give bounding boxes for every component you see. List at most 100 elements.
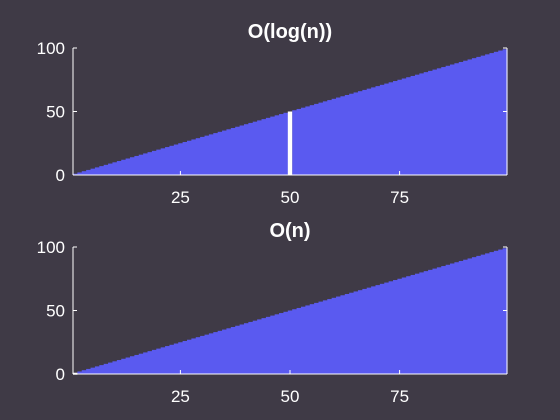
- bar: [467, 258, 473, 374]
- bar: [213, 133, 219, 175]
- bar: [463, 60, 469, 176]
- bar: [454, 63, 460, 175]
- bar: [340, 96, 346, 175]
- bar: [138, 353, 144, 374]
- bar: [160, 347, 166, 374]
- bar: [108, 163, 114, 175]
- bar: [279, 313, 285, 374]
- bar: [322, 101, 328, 175]
- x-tick-label: 75: [390, 387, 409, 406]
- bar: [349, 93, 355, 175]
- x-tick-label: 50: [281, 188, 300, 207]
- x-tick-label: 25: [171, 188, 190, 207]
- bar: [103, 363, 109, 374]
- bar: [200, 136, 206, 175]
- bar: [125, 158, 131, 175]
- x-tick-labels: 25 50 75: [171, 370, 409, 406]
- bar: [292, 110, 298, 175]
- bar: [406, 77, 412, 175]
- bar: [213, 332, 219, 374]
- y-tick-label: 0: [56, 365, 65, 384]
- bar: [414, 273, 420, 374]
- bar: [239, 324, 245, 374]
- x-tick-label: 75: [390, 188, 409, 207]
- bar: [467, 59, 473, 175]
- bar: [222, 329, 228, 374]
- bar: [143, 352, 149, 374]
- bar: [388, 82, 394, 175]
- bar: [393, 280, 398, 374]
- bar: [419, 73, 425, 175]
- bar: [362, 89, 368, 175]
- chart-title: O(log(n)): [248, 21, 332, 43]
- bar: [165, 346, 171, 374]
- bar: [414, 74, 420, 175]
- bar: [441, 67, 447, 175]
- bar: [208, 134, 214, 175]
- bar: [327, 299, 333, 374]
- bar: [112, 361, 118, 374]
- y-tick-labels: 0 50 100: [37, 238, 507, 384]
- bar: [257, 120, 263, 175]
- bar: [322, 300, 328, 374]
- bar: [375, 285, 381, 374]
- bar: [393, 81, 398, 175]
- bar: [90, 367, 96, 374]
- x-tick-label: 50: [281, 387, 300, 406]
- bar: [86, 169, 92, 175]
- bar: [129, 356, 135, 374]
- bar: [485, 54, 491, 175]
- bar: [217, 330, 223, 374]
- bar: [318, 102, 324, 175]
- bar: [178, 143, 184, 175]
- bar: [410, 274, 416, 374]
- bar: [90, 168, 96, 175]
- bar: [169, 344, 175, 374]
- bar: [270, 315, 276, 374]
- bar: [357, 290, 363, 374]
- bar: [353, 92, 359, 175]
- bar: [222, 130, 228, 175]
- bar: [300, 306, 306, 374]
- bar: [463, 259, 469, 374]
- bar: [480, 254, 486, 374]
- bar: [165, 147, 171, 175]
- bar: [480, 55, 486, 176]
- bar: [279, 114, 285, 175]
- bar: [375, 86, 381, 175]
- bar: [502, 248, 508, 374]
- bar: [226, 328, 232, 374]
- bar: [200, 335, 206, 374]
- bar-series: [73, 49, 508, 176]
- y-tick-label: 0: [56, 166, 65, 185]
- bar: [86, 368, 92, 374]
- bar: [384, 83, 390, 175]
- bar: [151, 349, 157, 374]
- chart-log-n: O(log(n)) 0 50 100 25 50 75: [37, 21, 508, 207]
- bar: [349, 292, 355, 374]
- bar: [441, 266, 447, 374]
- bar: [81, 370, 87, 374]
- y-tick-labels: 0 50 100: [37, 39, 507, 185]
- bar: [248, 122, 254, 175]
- bar: [257, 319, 263, 374]
- bar: [156, 348, 162, 374]
- bar: [366, 88, 372, 175]
- bar: [134, 354, 140, 374]
- bar: [283, 311, 289, 374]
- y-tick-label: 100: [37, 39, 65, 58]
- bar: [485, 253, 491, 374]
- bar: [498, 50, 504, 175]
- bar: [274, 115, 280, 175]
- bar: [436, 267, 442, 374]
- bar: [371, 87, 377, 175]
- y-tick-label: 50: [46, 103, 65, 122]
- bar: [108, 362, 114, 374]
- bar: [125, 357, 131, 374]
- bar: [265, 117, 271, 175]
- bar: [265, 316, 271, 374]
- bar: [204, 135, 210, 175]
- bar: [94, 366, 100, 374]
- bar: [362, 288, 368, 374]
- bar: [73, 173, 78, 175]
